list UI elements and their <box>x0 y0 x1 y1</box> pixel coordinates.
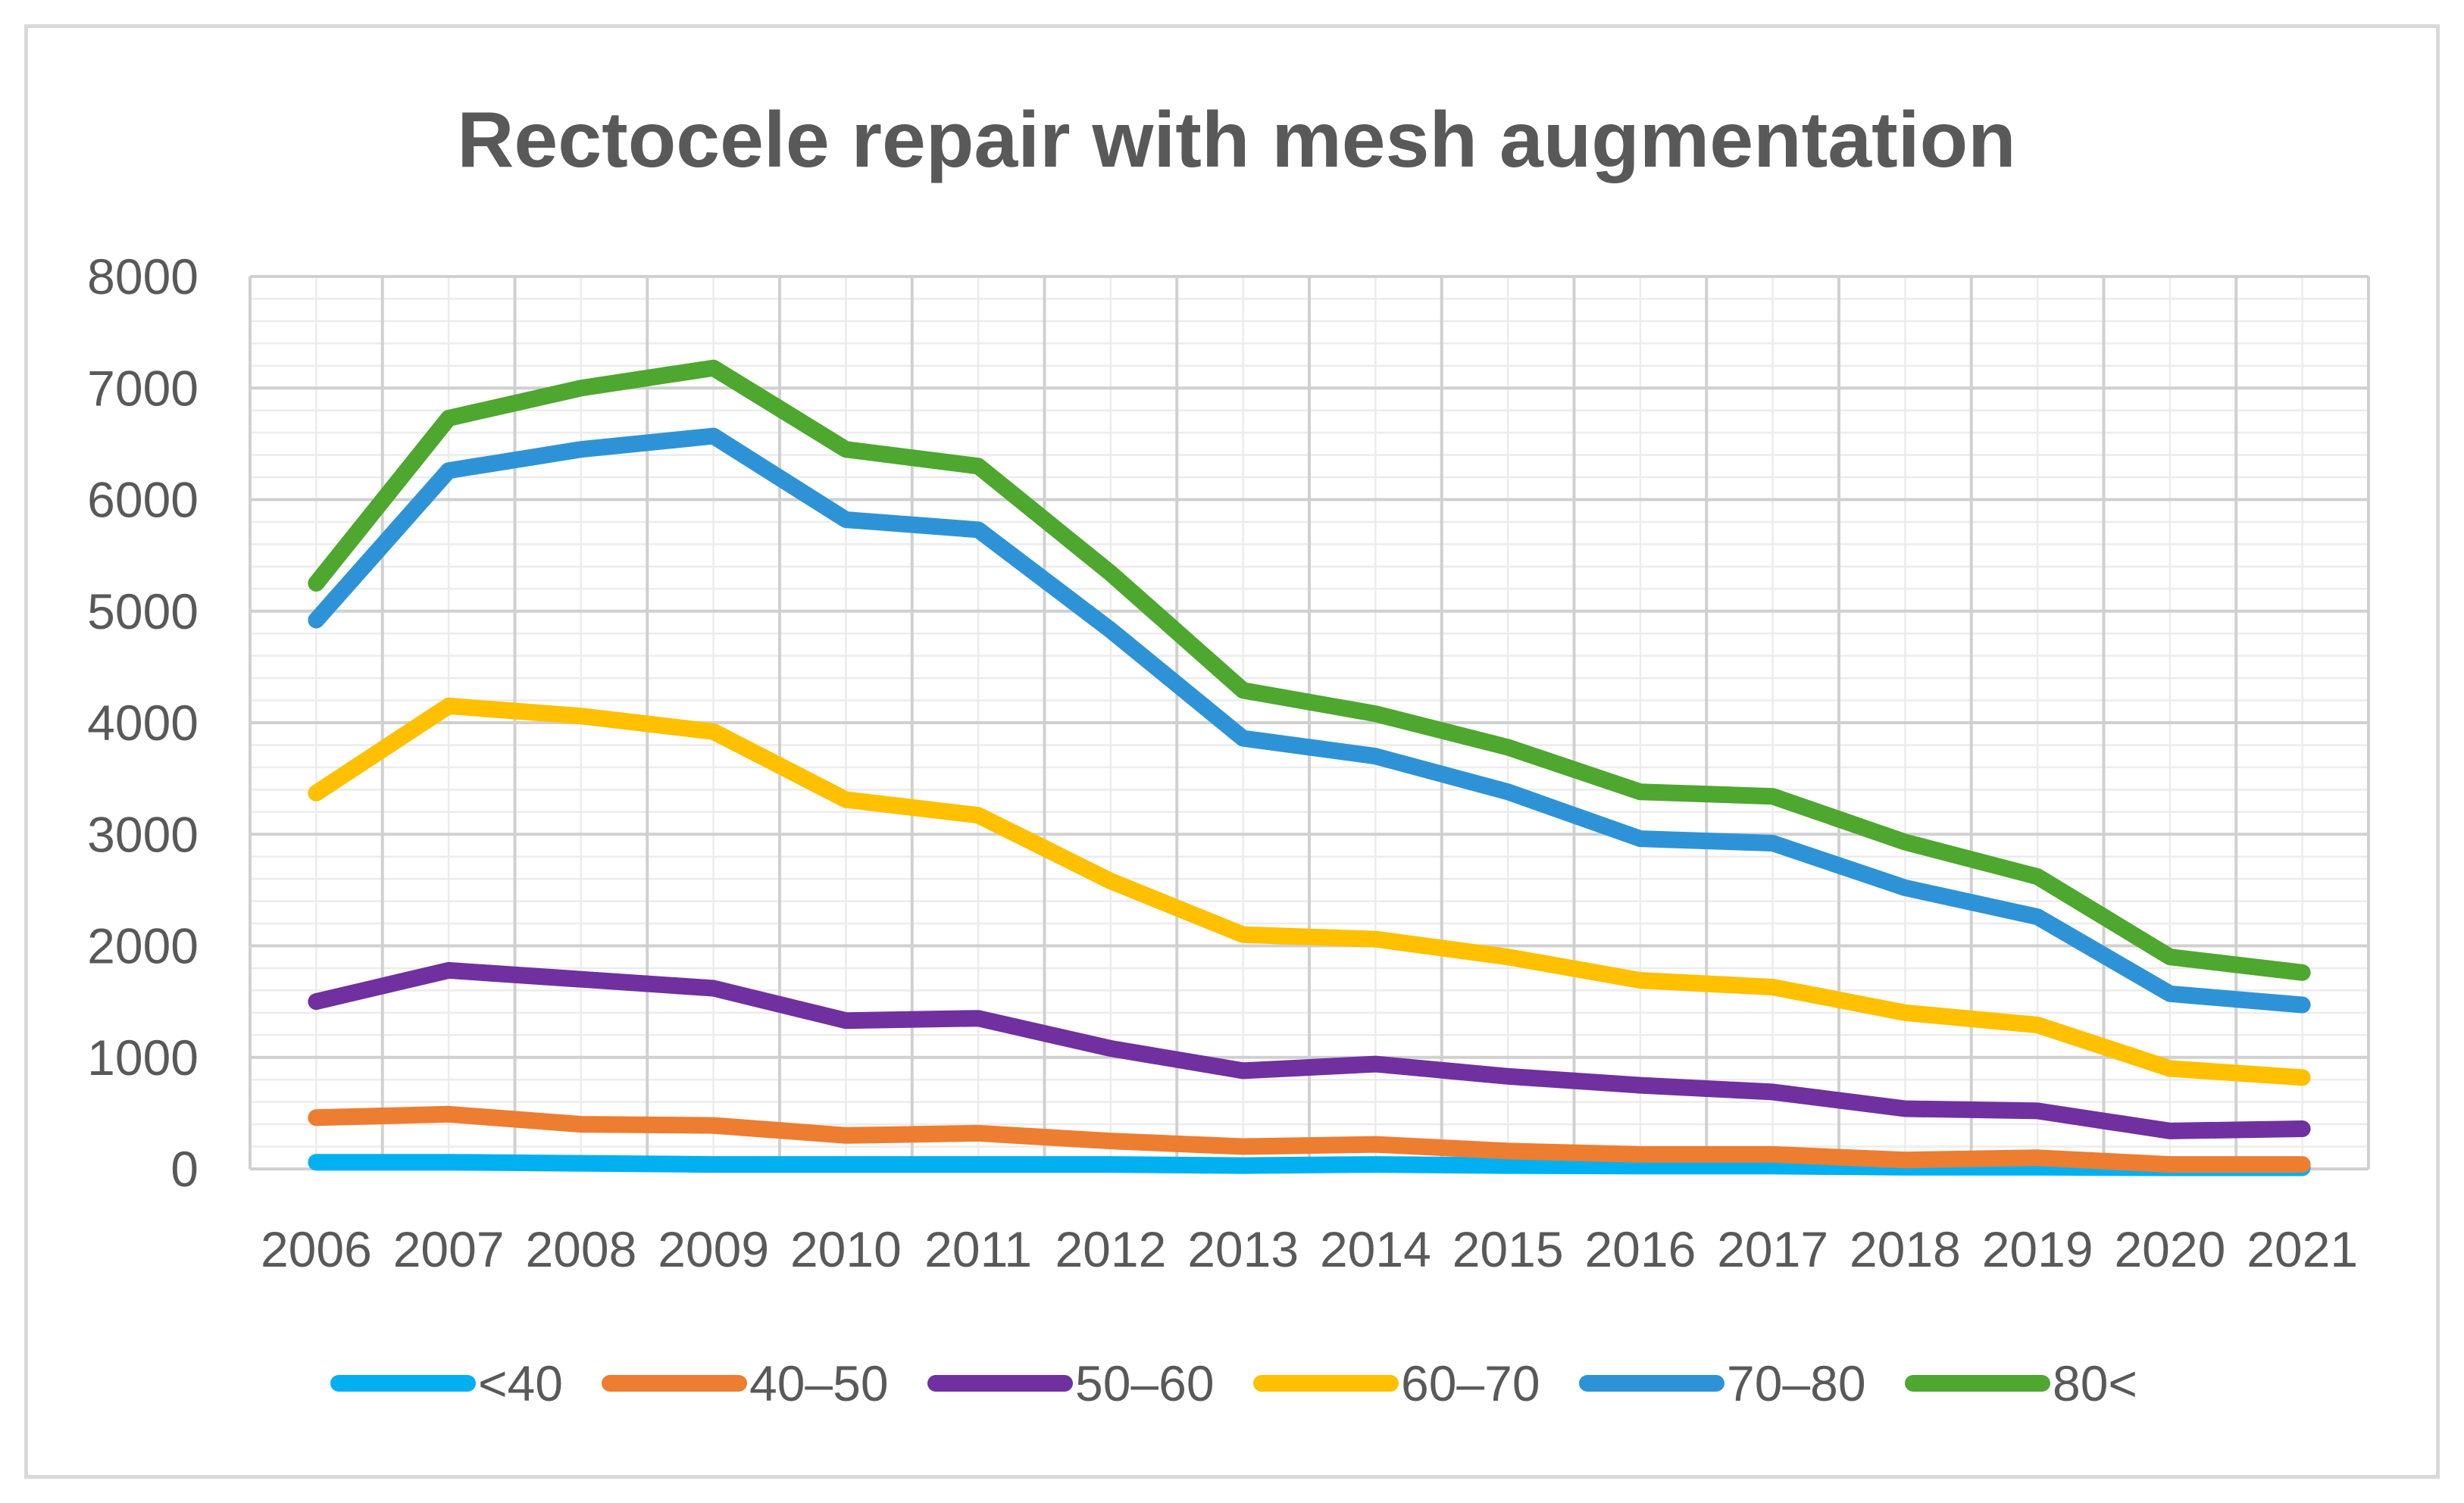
y-tick-label: 4000 <box>87 695 199 751</box>
major-gridlines <box>249 275 2370 1170</box>
x-tick-label: 2013 <box>1187 1221 1299 1277</box>
legend-label: <40 <box>478 1355 563 1411</box>
legend-label: 60–70 <box>1401 1355 1540 1411</box>
legend: <40 40–50 50–60 60–70 70–80 80< <box>330 1355 2137 1411</box>
y-tick-label: 1000 <box>87 1030 199 1086</box>
legend-label: 70–80 <box>1727 1355 1866 1411</box>
y-tick-label: 3000 <box>87 806 199 862</box>
legend-label: 50–60 <box>1075 1355 1215 1411</box>
x-tick-label: 2008 <box>525 1221 636 1277</box>
series-line-70-80 <box>308 427 2311 1014</box>
y-axis-tick-labels: 0 1000 2000 3000 4000 5000 6000 7000 8000 <box>87 248 199 1197</box>
y-tick-label: 2000 <box>87 918 199 974</box>
legend-item: 60–70 <box>1253 1355 1540 1411</box>
x-tick-label: 2011 <box>924 1221 1032 1277</box>
y-tick-label: 7000 <box>87 360 199 416</box>
x-tick-label: 2014 <box>1320 1221 1431 1277</box>
x-tick-label: 2009 <box>658 1221 769 1277</box>
x-tick-label: 2012 <box>1055 1221 1166 1277</box>
series-line-60-70 <box>308 697 2311 1086</box>
x-tick-label: 2007 <box>393 1221 505 1277</box>
x-tick-label: 2006 <box>261 1221 372 1277</box>
series-line-40 <box>308 1154 2311 1176</box>
legend-item: <40 <box>330 1355 563 1411</box>
chart-title: Rectocele repair with mesh augmentation <box>457 96 2015 184</box>
legend-label: 40–50 <box>749 1355 889 1411</box>
x-tick-label: 2021 <box>2247 1221 2358 1277</box>
legend-label: 80< <box>2053 1355 2137 1411</box>
x-tick-label: 2018 <box>1850 1221 1961 1277</box>
series-lines <box>308 359 2311 1176</box>
x-tick-label: 2015 <box>1452 1221 1564 1277</box>
legend-item: 80< <box>1905 1355 2137 1411</box>
x-tick-label: 2017 <box>1717 1221 1828 1277</box>
series-line-80 <box>308 359 2311 981</box>
y-tick-label: 0 <box>170 1141 199 1197</box>
x-tick-label: 2016 <box>1584 1221 1696 1277</box>
y-tick-label: 5000 <box>87 583 199 639</box>
legend-item: 50–60 <box>927 1355 1215 1411</box>
series-line-40-50 <box>308 1105 2311 1173</box>
legend-item: 40–50 <box>602 1355 889 1411</box>
x-axis-tick-labels: 2006 2007 2008 2009 2010 2011 2012 2013 2014 2015… <box>261 1221 2358 1277</box>
y-tick-label: 6000 <box>87 472 199 528</box>
x-tick-label: 2010 <box>790 1221 902 1277</box>
x-tick-label: 2019 <box>1982 1221 2093 1277</box>
series-line-50-60 <box>308 961 2311 1139</box>
legend-item: 70–80 <box>1579 1355 1866 1411</box>
y-tick-label: 8000 <box>87 248 199 305</box>
x-tick-label: 2020 <box>2114 1221 2225 1277</box>
